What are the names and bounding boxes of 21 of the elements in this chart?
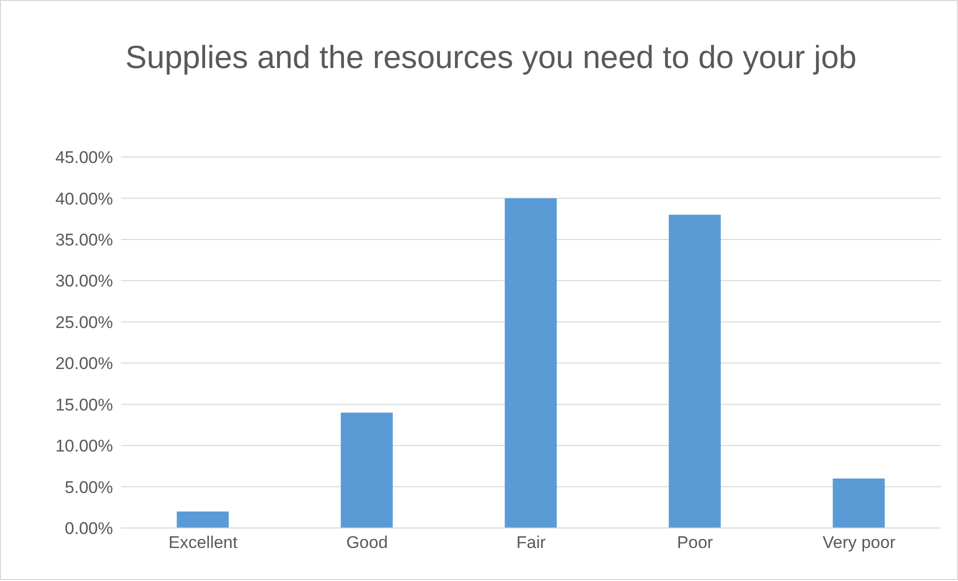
y-tick-label: 45.00% (55, 148, 113, 168)
y-tick-label: 25.00% (55, 312, 113, 332)
x-tick-label: Fair (516, 533, 546, 552)
chart-title: Supplies and the resources you need to do your job (124, 38, 858, 77)
bar (340, 412, 393, 528)
y-tick-label: 10.00% (55, 436, 113, 456)
bar (504, 198, 557, 528)
bar (176, 512, 229, 528)
x-tick-label: Good (346, 533, 388, 552)
y-tick-label: 30.00% (55, 272, 113, 291)
y-tick-label: 35.00% (55, 230, 113, 250)
y-tick-label: 15.00% (55, 395, 113, 414)
x-tick-label: Excellent (168, 533, 238, 552)
y-tick-label: 20.00% (55, 354, 113, 374)
bar (668, 214, 721, 528)
bar (832, 478, 885, 528)
y-tick-label: 40.00% (55, 189, 113, 208)
x-tick-label: Poor (677, 533, 714, 552)
x-tick-label: Very poor (822, 533, 896, 552)
y-tick-label: 0.00% (64, 519, 113, 538)
y-tick-label: 5.00% (64, 478, 113, 497)
